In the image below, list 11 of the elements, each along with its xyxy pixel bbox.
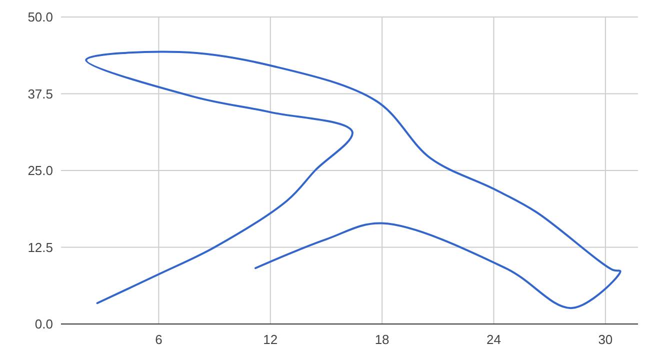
y-tick-label: 50.0 <box>28 10 53 25</box>
y-tick-label: 12.5 <box>28 240 53 255</box>
x-tick-label: 30 <box>598 332 613 347</box>
x-tick-label: 12 <box>263 332 278 347</box>
x-tick-label: 18 <box>374 332 390 347</box>
x-tick-label: 24 <box>486 332 501 347</box>
x-tick-label: 6 <box>155 332 162 347</box>
line-series <box>85 50 622 310</box>
y-tick-label: 25.0 <box>28 163 53 178</box>
y-tick-label: 0.0 <box>34 316 53 332</box>
y-tick-label: 37.5 <box>28 86 53 102</box>
